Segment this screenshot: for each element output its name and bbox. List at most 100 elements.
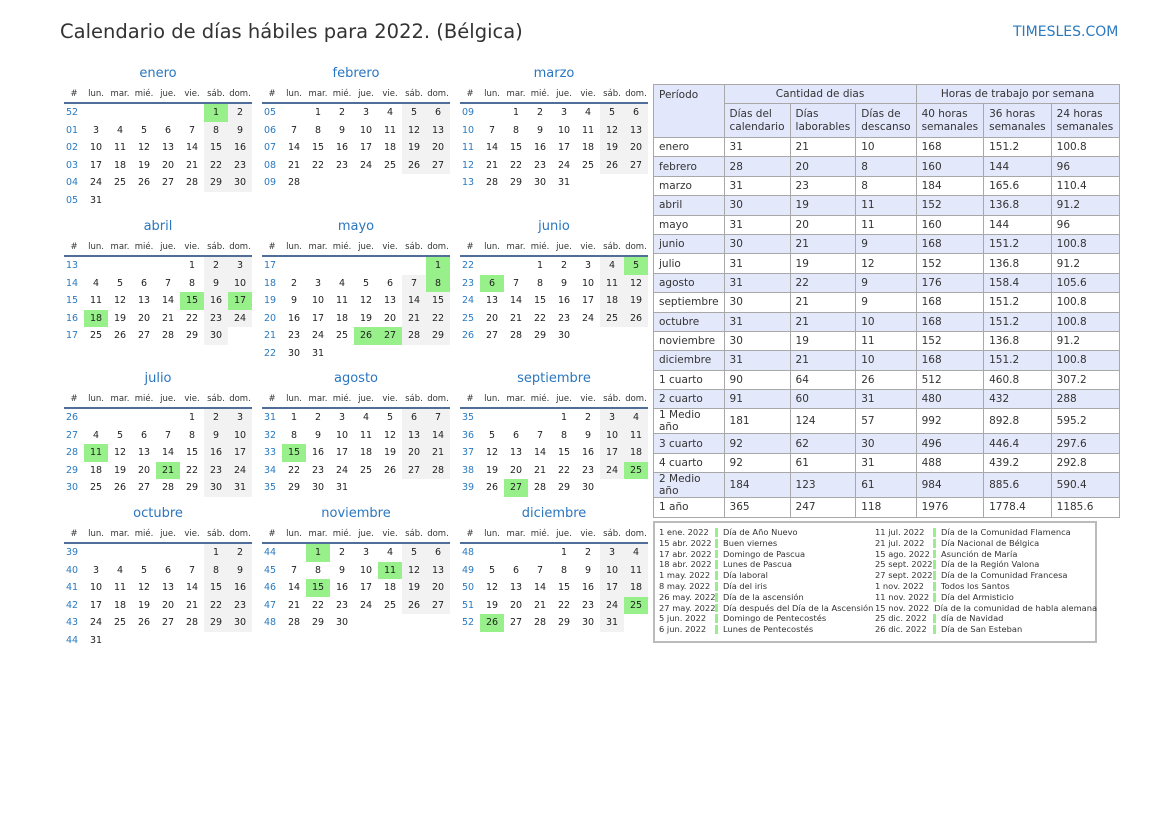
weekday-header: mié. <box>528 237 552 257</box>
table-cell: 168 <box>915 136 985 158</box>
day-cell <box>132 192 156 210</box>
table-cell: 12 <box>855 253 917 274</box>
weekday-header: vie. <box>378 389 402 409</box>
day-cell: 13 <box>624 121 648 139</box>
day-cell <box>504 544 528 562</box>
day-cell: 21 <box>402 309 426 327</box>
period-cell: 3 cuarto <box>653 433 725 454</box>
day-cell: 27 <box>485 330 499 341</box>
day-cell: 3 <box>338 412 346 423</box>
day-cell: 30 <box>228 614 252 632</box>
day-cell: 26 <box>402 596 426 614</box>
day-cell: 10 <box>359 564 373 576</box>
day-cell <box>84 409 108 427</box>
table-cell: 184 <box>915 175 985 197</box>
day-cell: 16 <box>581 582 595 593</box>
table-cell: 30 <box>723 292 791 313</box>
weekday-header: sáb. <box>600 84 624 104</box>
week-number: 47 <box>264 599 277 611</box>
day-cell: 8 <box>204 561 228 579</box>
day-cell: 6 <box>164 564 172 576</box>
day-cell: 24 <box>581 312 595 324</box>
month-julio: julio # lun. mar. mié. jue. vie. sáb. dom. 26 1 2 3 2… <box>64 369 252 497</box>
day-cell <box>132 257 156 275</box>
weekday-header: vie. <box>180 389 204 409</box>
day-cell: 28 <box>161 330 175 341</box>
table-cell: 152 <box>915 330 985 352</box>
holiday-day-cell: 5 <box>624 257 648 275</box>
holiday-marker <box>715 571 718 580</box>
table-cell: 247 <box>789 497 857 518</box>
day-cell: 5 <box>488 429 496 441</box>
table-row: 2 cuarto 91 60 31 480 432 288 <box>653 389 1120 410</box>
period-cell: octubre <box>653 311 725 332</box>
day-cell: 22 <box>311 599 325 611</box>
day-cell: 31 <box>335 482 349 493</box>
table-cell: 10 <box>855 350 917 371</box>
day-cell: 27 <box>137 482 151 493</box>
weekday-header: mar. <box>504 524 528 544</box>
day-cell <box>426 479 450 497</box>
week-number: 03 <box>66 159 79 171</box>
day-cell: 10 <box>228 274 252 292</box>
weekday-header: # <box>460 84 480 104</box>
table-cell: 90 <box>723 369 791 391</box>
period-cell: septiembre <box>653 292 725 313</box>
week-number: 14 <box>66 277 79 289</box>
day-cell: 17 <box>600 579 624 597</box>
holiday-name: Día de la Comunidad Francesa <box>941 570 1068 581</box>
day-cell: 23 <box>228 156 252 174</box>
day-cell <box>576 327 600 345</box>
day-cell: 25 <box>113 177 127 188</box>
month-diciembre: diciembre # lun. mar. mié. jue. vie. sáb. dom. 48… <box>460 504 648 632</box>
brand-link[interactable]: TIMESLES.COM <box>1013 24 1119 40</box>
day-cell <box>624 174 648 192</box>
day-cell <box>378 345 402 363</box>
day-cell: 6 <box>426 544 450 562</box>
column-header: 36 horas semanales <box>983 103 1052 138</box>
period-cell: febrero <box>653 156 725 177</box>
day-cell: 20 <box>161 159 175 171</box>
day-cell: 26 <box>402 156 426 174</box>
day-cell: 30 <box>287 347 301 359</box>
day-cell <box>108 632 132 650</box>
weekday-header: jue. <box>354 389 378 409</box>
holiday-name: Buen viernes <box>723 537 778 548</box>
month-agosto: agosto # lun. mar. mié. jue. vie. sáb. dom. 31 1 2 3… <box>262 369 450 497</box>
month-grid: # lun. mar. mié. jue. vie. sáb. dom. 52 1 2 01 3 4 5 6 7… <box>64 84 252 209</box>
holiday-day-cell: 27 <box>378 327 402 345</box>
weekday-header: dom. <box>426 389 450 409</box>
table-cell: 22 <box>789 272 857 294</box>
day-cell <box>282 104 306 122</box>
day-cell: 16 <box>581 447 595 458</box>
weekday-header: vie. <box>180 84 204 104</box>
day-cell: 6 <box>140 429 148 441</box>
day-cell: 28 <box>185 617 199 628</box>
day-cell: 2 <box>338 107 346 118</box>
day-cell: 1 <box>188 412 196 423</box>
day-cell: 12 <box>137 142 151 153</box>
table-cell: 31 <box>723 214 791 235</box>
weekday-header: mié. <box>132 237 156 257</box>
day-cell: 19 <box>113 464 127 476</box>
day-cell: 2 <box>290 277 298 289</box>
day-cell <box>180 544 204 562</box>
day-cell <box>426 174 450 192</box>
day-cell: 1 <box>536 260 544 271</box>
week-number: 24 <box>462 295 475 306</box>
weekday-header: lun. <box>480 237 504 257</box>
table-cell: 151.2 <box>983 233 1052 255</box>
week-number: 20 <box>264 312 277 324</box>
weekday-header: vie. <box>576 524 600 544</box>
day-cell: 24 <box>228 461 252 479</box>
day-cell <box>480 409 504 427</box>
day-cell: 7 <box>402 274 426 292</box>
holiday-day-cell: 11 <box>378 561 402 579</box>
weekday-header: dom. <box>426 524 450 544</box>
day-cell: 19 <box>137 159 151 171</box>
day-cell: 12 <box>383 429 397 441</box>
day-cell: 17 <box>581 295 595 306</box>
day-cell: 28 <box>533 482 547 493</box>
column-header: 40 horas semanales <box>915 103 985 138</box>
weekday-header: lun. <box>84 389 108 409</box>
